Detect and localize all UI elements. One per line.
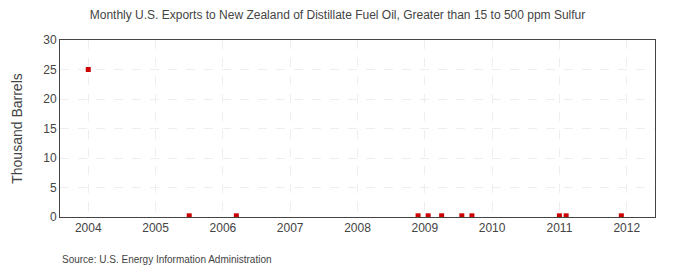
svg-text:2004: 2004 [75, 221, 102, 235]
svg-text:Source: U.S. Energy Informatio: Source: U.S. Energy Information Administ… [62, 254, 272, 265]
svg-text:20: 20 [43, 92, 57, 106]
svg-text:2010: 2010 [479, 221, 506, 235]
svg-text:2008: 2008 [344, 221, 371, 235]
svg-text:15: 15 [43, 122, 57, 136]
svg-text:2009: 2009 [411, 221, 438, 235]
svg-text:2005: 2005 [142, 221, 169, 235]
svg-text:Monthly U.S. Exports to New Ze: Monthly U.S. Exports to New Zealand of D… [90, 8, 586, 22]
svg-text:0: 0 [50, 210, 57, 224]
svg-text:2011: 2011 [547, 221, 573, 235]
svg-text:2007: 2007 [277, 221, 304, 235]
svg-text:30: 30 [43, 33, 57, 47]
svg-text:2006: 2006 [210, 221, 237, 235]
svg-text:Thousand Barrels: Thousand Barrels [9, 73, 25, 184]
svg-text:2012: 2012 [613, 221, 640, 235]
svg-text:5: 5 [50, 181, 57, 195]
svg-text:25: 25 [43, 63, 57, 77]
svg-text:10: 10 [43, 151, 57, 165]
